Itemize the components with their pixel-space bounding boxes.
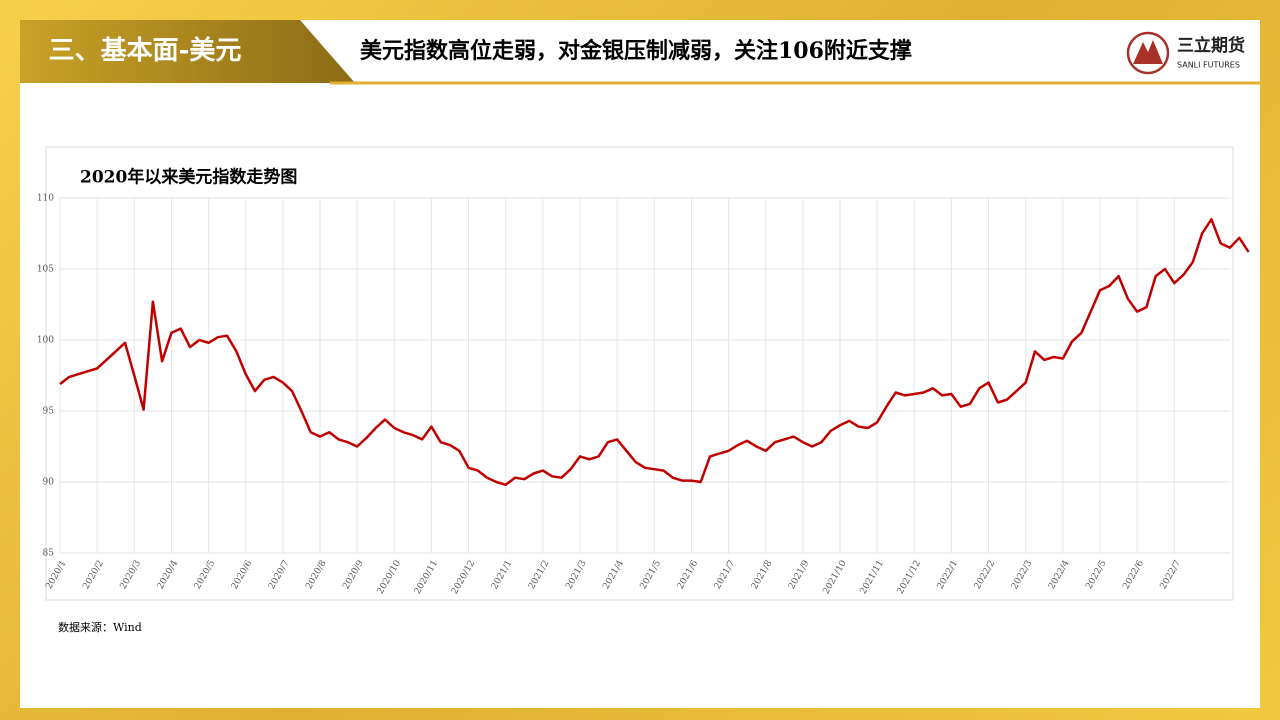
chart-frame	[45, 146, 1234, 601]
logo-english: SANLI FUTURES	[1177, 61, 1240, 70]
logo: 三立期货 SANLI FUTURES	[1126, 31, 1245, 75]
section-banner	[20, 20, 355, 83]
y-tick-label: 105	[37, 265, 54, 275]
logo-name: 三立期货	[1177, 35, 1245, 56]
chart-title: 2020年以来美元指数走势图	[80, 167, 297, 188]
y-tick-label: 85	[43, 549, 55, 559]
y-tick-label: 90	[43, 478, 55, 488]
price-line	[59, 218, 1250, 487]
y-tick-label: 110	[37, 194, 54, 204]
section-title: 三、基本面-美元	[49, 35, 242, 66]
source-note: 数据来源：Wind	[58, 620, 142, 634]
slide-title: 美元指数高位走弱，对金银压制减弱，关注106附近支撑	[360, 38, 912, 64]
y-tick-label: 95	[43, 407, 55, 417]
y-tick-label: 100	[37, 336, 54, 346]
